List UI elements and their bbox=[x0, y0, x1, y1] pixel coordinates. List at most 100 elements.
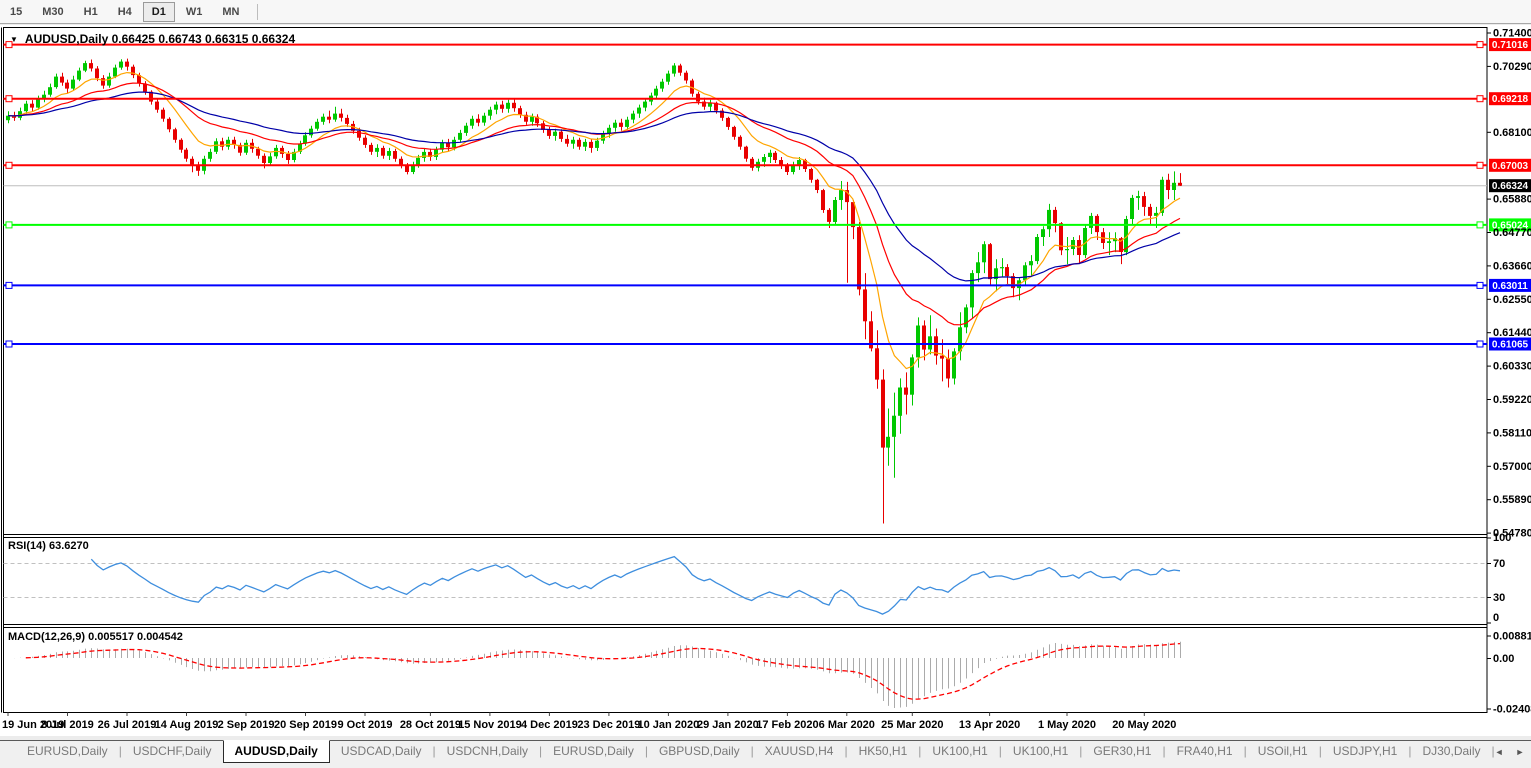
svg-text:0.65024: 0.65024 bbox=[1492, 220, 1529, 231]
svg-text:0.54780: 0.54780 bbox=[1493, 528, 1531, 540]
macd-signal-line bbox=[25, 642, 1181, 700]
svg-text:0.65880: 0.65880 bbox=[1493, 194, 1531, 206]
chart-tab-usoil-h1[interactable]: USOil,H1 bbox=[1257, 744, 1308, 758]
tab-scroll-right-icon[interactable]: ► bbox=[1515, 747, 1525, 757]
tab-separator: | bbox=[844, 744, 848, 758]
chart-tab-uk100-h1[interactable]: UK100,H1 bbox=[932, 744, 988, 758]
timeframe-button-h4[interactable]: H4 bbox=[117, 5, 132, 18]
macd-panel: 0.008815 0.00 -0.02408 bbox=[14, 631, 1531, 716]
svg-text:0.71016: 0.71016 bbox=[1492, 40, 1529, 51]
svg-text:28 Oct 2019: 28 Oct 2019 bbox=[400, 719, 461, 731]
svg-text:0.63011: 0.63011 bbox=[1492, 281, 1528, 292]
timeframe-toolbar: 15 M30 H1 H4 D1 W1 MN bbox=[0, 0, 1531, 24]
tab-separator: | bbox=[750, 744, 754, 758]
ma-slow-line bbox=[7, 91, 1181, 282]
svg-text:6 Mar 2020: 6 Mar 2020 bbox=[819, 719, 875, 731]
svg-text:0.62550: 0.62550 bbox=[1493, 294, 1531, 306]
tab-separator: | bbox=[539, 744, 543, 758]
svg-text:23 Dec 2019: 23 Dec 2019 bbox=[577, 719, 640, 731]
svg-text:0.64770: 0.64770 bbox=[1493, 227, 1531, 239]
chart-tab-usdchf-daily[interactable]: USDCHF,Daily bbox=[132, 744, 212, 758]
svg-text:0.67003: 0.67003 bbox=[1492, 161, 1529, 172]
chart-tab-hk50-h1[interactable]: HK50,H1 bbox=[858, 744, 908, 758]
svg-text:100: 100 bbox=[1493, 532, 1511, 544]
chart-title: ▼ AUDUSD,Daily 0.66425 0.66743 0.66315 0… bbox=[10, 32, 295, 46]
svg-text:10 Jan 2020: 10 Jan 2020 bbox=[638, 719, 700, 731]
svg-text:19 Jun 2019: 19 Jun 2019 bbox=[2, 719, 64, 731]
price-axis: 0.71400 0.70290 0.68100 0.65880 0.64770 0.636… bbox=[1487, 28, 1531, 540]
svg-text:0.69218: 0.69218 bbox=[1492, 94, 1529, 105]
chart-tab-uk100-h1[interactable]: UK100,H1 bbox=[1012, 744, 1069, 758]
svg-text:8 Jul 2019: 8 Jul 2019 bbox=[41, 719, 94, 731]
tab-separator: | bbox=[1079, 744, 1083, 758]
svg-text:0.61065: 0.61065 bbox=[1492, 340, 1529, 351]
timeframe-button-w1[interactable]: W1 bbox=[185, 5, 203, 18]
svg-text:30: 30 bbox=[1493, 592, 1505, 604]
tab-separator: | bbox=[1408, 744, 1412, 758]
chart-canvas[interactable]: 0.71016 0.69218 0.67003 0.65024 0.63011 0.610… bbox=[0, 25, 1531, 741]
svg-text:0.59220: 0.59220 bbox=[1493, 394, 1531, 406]
svg-text:9 Oct 2019: 9 Oct 2019 bbox=[337, 719, 392, 731]
toolbar-divider bbox=[257, 3, 259, 20]
chart-tab-usdjpy-h1[interactable]: USDJPY,H1 bbox=[1332, 744, 1398, 758]
tab-separator: | bbox=[1243, 744, 1247, 758]
svg-text:13 Apr 2020: 13 Apr 2020 bbox=[959, 719, 1020, 731]
chart-tabs-bar: EURUSD,Daily | USDCHF,Daily AUDUSD,Daily USD… bbox=[0, 740, 1531, 768]
svg-text:0.71400: 0.71400 bbox=[1493, 28, 1531, 40]
svg-text:0.00: 0.00 bbox=[1493, 653, 1514, 665]
chart-tab-eurusd-daily[interactable]: EURUSD,Daily bbox=[553, 744, 634, 758]
timeframe-button-m30[interactable]: M30 bbox=[42, 5, 64, 18]
timeframe-button-h1[interactable]: H1 bbox=[83, 5, 98, 18]
chart-window: ▼ AUDUSD,Daily 0.66425 0.66743 0.66315 0… bbox=[0, 25, 1531, 736]
chart-tab-eurusd-daily[interactable]: EURUSD,Daily bbox=[27, 744, 108, 758]
svg-text:0.63660: 0.63660 bbox=[1493, 260, 1531, 272]
tab-scroll-arrows: ◄ ► bbox=[1495, 741, 1525, 757]
chart-tab-gbpusd-daily[interactable]: GBPUSD,Daily bbox=[658, 744, 740, 758]
horizontal-levels: 0.71016 0.69218 0.67003 0.65024 0.63011 0.610… bbox=[3, 38, 1531, 351]
chart-tab-audusd-daily[interactable]: AUDUSD,Daily bbox=[222, 740, 330, 763]
svg-text:17 Feb 2020: 17 Feb 2020 bbox=[756, 719, 818, 731]
rsi-indicator-label: RSI(14) 63.6270 bbox=[8, 540, 89, 552]
svg-text:0.55890: 0.55890 bbox=[1493, 494, 1531, 506]
chart-frame bbox=[1, 27, 1488, 713]
rsi-line bbox=[90, 555, 1181, 615]
macd-indicator-label: MACD(12,26,9) 0.005517 0.004542 bbox=[8, 631, 183, 643]
ma-fast-line bbox=[7, 71, 1181, 370]
svg-text:26 Jul 2019: 26 Jul 2019 bbox=[98, 719, 157, 731]
tab-scroll-left-icon[interactable]: ◄ bbox=[1494, 747, 1504, 757]
svg-text:0.70290: 0.70290 bbox=[1493, 61, 1531, 73]
svg-text:4 Dec 2019: 4 Dec 2019 bbox=[521, 719, 578, 731]
svg-text:14 Aug 2019: 14 Aug 2019 bbox=[155, 719, 219, 731]
svg-text:-0.02408: -0.02408 bbox=[1493, 704, 1531, 716]
tab-separator: | bbox=[998, 744, 1002, 758]
svg-text:0.60330: 0.60330 bbox=[1493, 361, 1531, 373]
svg-text:0: 0 bbox=[1493, 612, 1499, 624]
chart-tab-ger30-h1[interactable]: GER30,H1 bbox=[1093, 744, 1152, 758]
chart-tab-xauusd-h4[interactable]: XAUUSD,H4 bbox=[764, 744, 834, 758]
svg-text:0.008815: 0.008815 bbox=[1493, 631, 1531, 643]
chart-tab-fra40-h1[interactable]: FRA40,H1 bbox=[1176, 744, 1233, 758]
tab-separator: | bbox=[432, 744, 436, 758]
timeframe-button-d1[interactable]: D1 bbox=[142, 1, 175, 22]
chart-dropdown-icon[interactable]: ▼ bbox=[10, 34, 18, 44]
svg-text:20 May 2020: 20 May 2020 bbox=[1112, 719, 1176, 731]
chart-title-text: AUDUSD,Daily 0.66425 0.66743 0.66315 0.6… bbox=[24, 32, 296, 46]
svg-text:0.66324: 0.66324 bbox=[1492, 181, 1529, 192]
tab-separator: | bbox=[1318, 744, 1322, 758]
svg-text:29 Jan 2020: 29 Jan 2020 bbox=[697, 719, 759, 731]
tab-separator: | bbox=[1491, 744, 1495, 758]
svg-text:1 May 2020: 1 May 2020 bbox=[1038, 719, 1096, 731]
svg-text:0.61440: 0.61440 bbox=[1493, 327, 1531, 339]
svg-text:25 Mar 2020: 25 Mar 2020 bbox=[881, 719, 943, 731]
timeframe-button-mn[interactable]: MN bbox=[222, 5, 240, 18]
svg-text:20 Sep 2019: 20 Sep 2019 bbox=[274, 719, 337, 731]
chart-tab-dj30-daily[interactable]: DJ30,Daily bbox=[1422, 744, 1481, 758]
timeframe-button-15[interactable]: 15 bbox=[10, 5, 23, 18]
rsi-panel: 100 70 30 0 bbox=[3, 532, 1511, 624]
chart-tab-usdcnh-daily[interactable]: USDCNH,Daily bbox=[446, 744, 529, 758]
chart-tab-usdcad-daily[interactable]: USDCAD,Daily bbox=[340, 744, 422, 758]
tab-separator: | bbox=[1162, 744, 1166, 758]
tab-separator: | bbox=[118, 744, 122, 758]
svg-text:0.58110: 0.58110 bbox=[1493, 427, 1531, 439]
